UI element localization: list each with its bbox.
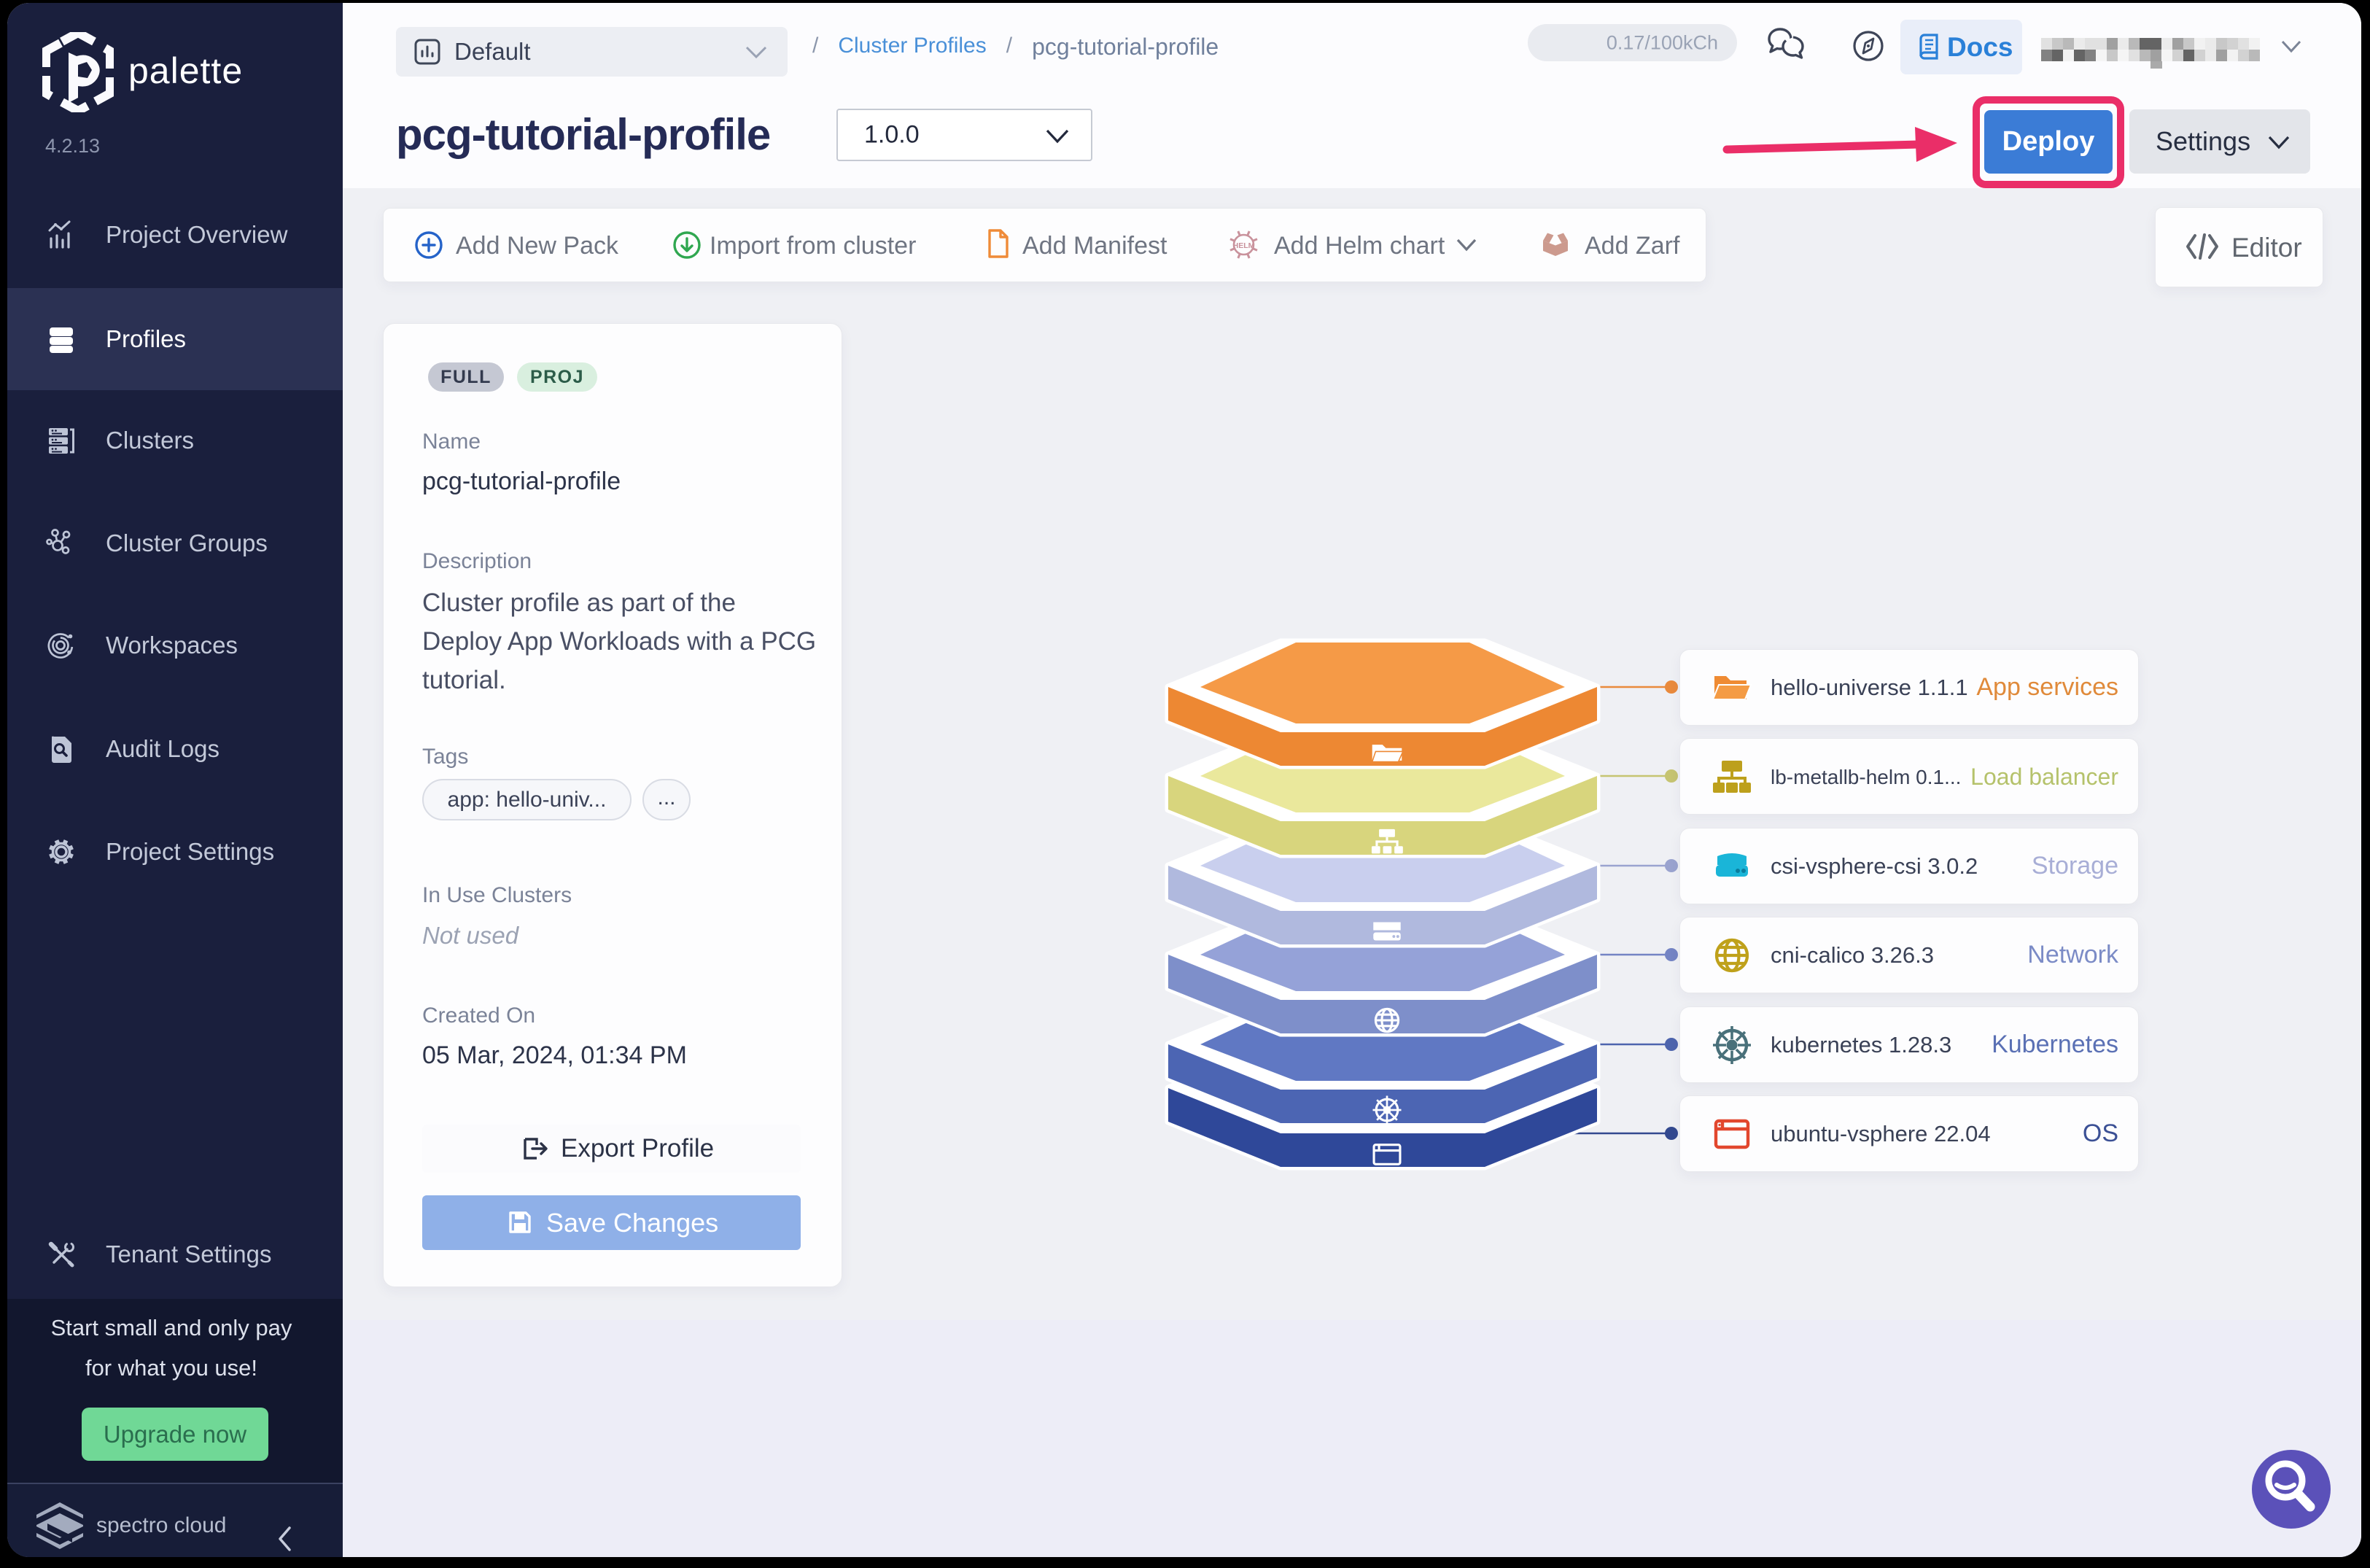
svg-text:HELM: HELM [1233, 241, 1255, 250]
